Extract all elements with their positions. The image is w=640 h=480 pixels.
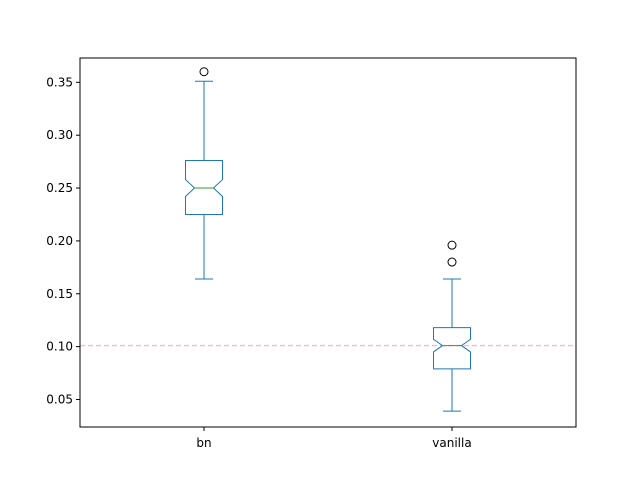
outlier-point <box>447 257 457 267</box>
y-tick-label: 0.15 <box>46 287 73 301</box>
outlier-point <box>199 67 209 77</box>
y-tick-label: 0.05 <box>46 393 73 407</box>
box-vanilla <box>433 327 471 370</box>
y-tick-label: 0.20 <box>46 234 73 248</box>
y-tick-label: 0.25 <box>46 181 73 195</box>
y-tick-label: 0.10 <box>46 340 73 354</box>
y-tick-label: 0.35 <box>46 75 73 89</box>
box-bn <box>185 160 223 215</box>
outlier-point <box>447 240 457 250</box>
x-tick-label: bn <box>196 436 211 450</box>
plot-layer: 0.05 0.10 0.15 0.20 0.25 0.30 0.35 bn vanilla <box>46 67 576 450</box>
axes-frame <box>79 57 577 428</box>
x-tick-label: vanilla <box>432 436 471 450</box>
y-tick-label: 0.30 <box>46 128 73 142</box>
